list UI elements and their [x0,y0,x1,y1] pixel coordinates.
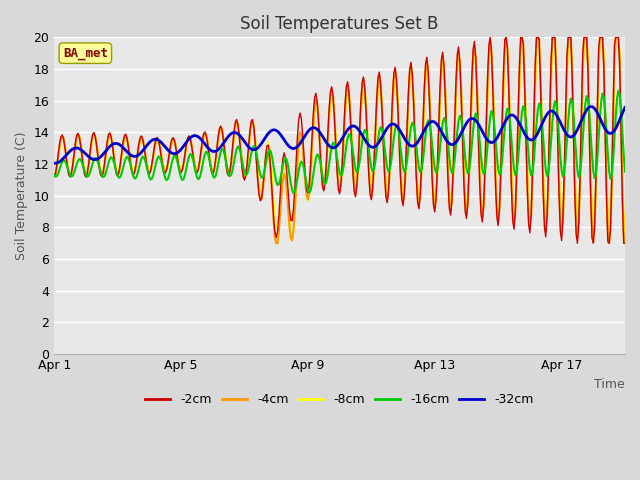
Text: BA_met: BA_met [63,47,108,60]
Legend: -2cm, -4cm, -8cm, -16cm, -32cm: -2cm, -4cm, -8cm, -16cm, -32cm [140,388,539,411]
Y-axis label: Soil Temperature (C): Soil Temperature (C) [15,132,28,260]
Title: Soil Temperatures Set B: Soil Temperatures Set B [241,15,439,33]
X-axis label: Time: Time [595,378,625,391]
